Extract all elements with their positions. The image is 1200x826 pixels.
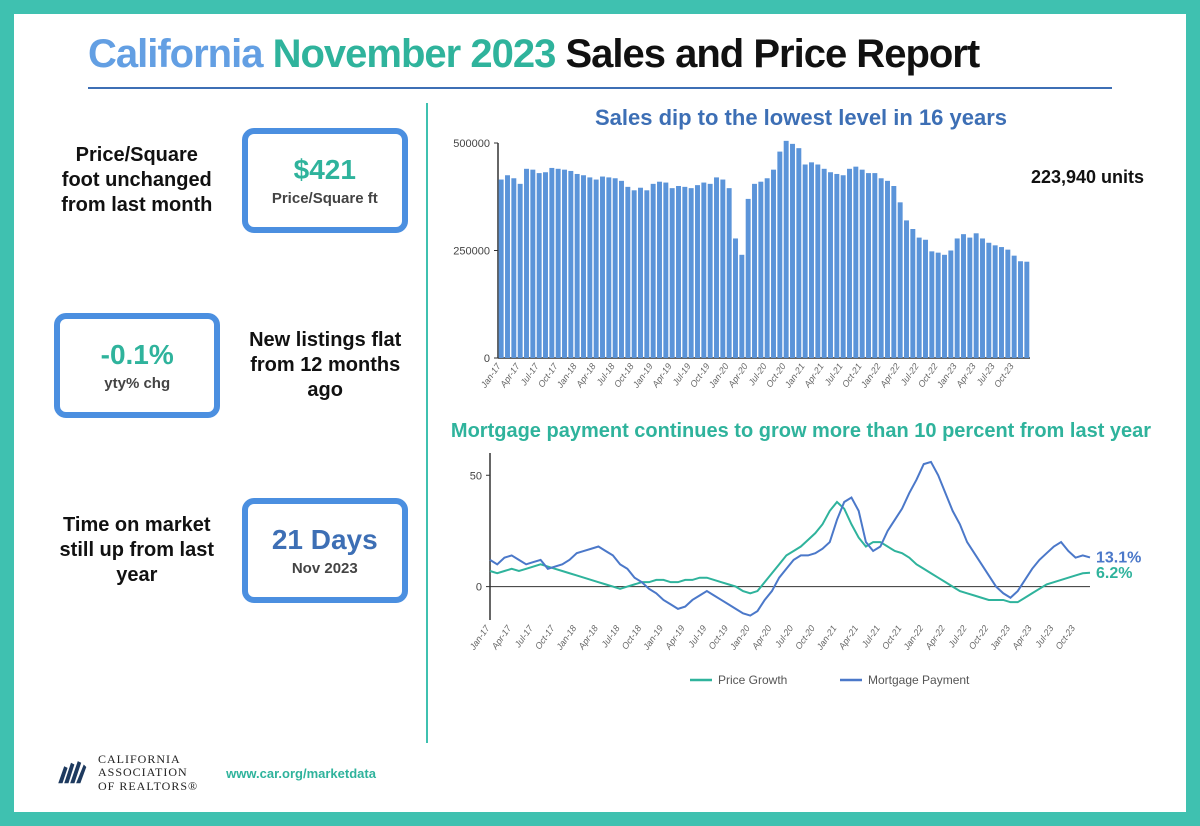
svg-text:Jan-18: Jan-18 (554, 361, 579, 390)
svg-text:Oct-20: Oct-20 (793, 623, 817, 651)
page-title: California November 2023 Sales and Price… (48, 32, 1152, 77)
stat-1-sub: Price/Square ft (258, 190, 392, 207)
svg-text:Oct-22: Oct-22 (967, 623, 991, 651)
stats-column: Price/Square foot unchanged from last mo… (48, 103, 428, 743)
charts-column: Sales dip to the lowest level in 16 year… (428, 103, 1152, 743)
svg-text:Apr-18: Apr-18 (574, 361, 598, 390)
title-part-1: California (88, 32, 262, 76)
svg-text:Oct-23: Oct-23 (1053, 623, 1077, 651)
svg-text:Oct-18: Oct-18 (620, 623, 644, 651)
svg-text:Jan-19: Jan-19 (641, 623, 666, 652)
svg-text:Jan-23: Jan-23 (988, 623, 1013, 652)
org-name: CALIFORNIA ASSOCIATION OF REALTORS® (98, 753, 198, 794)
title-divider (88, 87, 1112, 89)
svg-text:Price Growth: Price Growth (718, 673, 787, 687)
svg-text:Apr-19: Apr-19 (650, 361, 674, 390)
report-frame: California November 2023 Sales and Price… (0, 0, 1200, 826)
svg-text:Jan-20: Jan-20 (727, 623, 752, 652)
title-part-2: November 2023 (273, 32, 556, 76)
svg-text:Jan-19: Jan-19 (630, 361, 655, 390)
svg-text:Jan-22: Jan-22 (858, 361, 883, 390)
stat-3-box: 21 Days Nov 2023 (242, 498, 408, 603)
svg-text:Mortgage Payment: Mortgage Payment (868, 673, 970, 687)
svg-text:Apr-17: Apr-17 (498, 361, 523, 390)
stat-row-2: -0.1% yty% chg New listings flat from 12… (54, 288, 408, 443)
svg-text:Apr-23: Apr-23 (954, 361, 978, 390)
svg-text:0: 0 (476, 582, 482, 594)
svg-text:Jul-19: Jul-19 (686, 623, 709, 650)
svg-text:Apr-18: Apr-18 (576, 623, 600, 652)
svg-text:Apr-17: Apr-17 (489, 623, 514, 652)
svg-text:Apr-21: Apr-21 (836, 623, 860, 652)
footer-url: www.car.org/marketdata (226, 766, 376, 781)
stat-row-3: Time on market still up from last year 2… (54, 473, 408, 628)
stat-2-label: New listings flat from 12 months ago (242, 328, 408, 403)
svg-text:Apr-22: Apr-22 (878, 361, 902, 390)
svg-text:250000: 250000 (453, 246, 490, 258)
svg-text:13.1%: 13.1% (1096, 549, 1141, 566)
svg-text:Jul-20: Jul-20 (772, 623, 795, 650)
svg-text:Oct-23: Oct-23 (992, 361, 1016, 389)
svg-text:Apr-22: Apr-22 (923, 623, 947, 652)
svg-text:223,940 units: 223,940 units (1031, 167, 1144, 187)
svg-text:Jan-17: Jan-17 (478, 361, 503, 391)
org-line-2: ASSOCIATION (98, 766, 198, 780)
car-logo-icon (54, 756, 88, 790)
svg-text:6.2%: 6.2% (1096, 565, 1132, 582)
svg-text:500000: 500000 (453, 138, 490, 150)
svg-text:Jan-17: Jan-17 (467, 623, 492, 653)
svg-text:Apr-21: Apr-21 (802, 361, 826, 390)
svg-text:Oct-19: Oct-19 (707, 623, 731, 651)
line-chart-title: Mortgage payment continues to grow more … (450, 419, 1152, 443)
line-chart-svg: 0506.2%13.1%Jan-17Apr-17Jul-17Oct-17Jan-… (450, 445, 1150, 690)
stat-2-sub: yty% chg (70, 375, 204, 392)
bar-chart: 0250000500000Jan-17Apr-17Jul-17Oct-17Jan… (450, 133, 1152, 413)
svg-text:Jan-21: Jan-21 (782, 361, 807, 390)
svg-text:Jul-23: Jul-23 (1033, 623, 1056, 650)
svg-text:Apr-20: Apr-20 (726, 361, 750, 390)
svg-text:Oct-17: Oct-17 (533, 623, 557, 652)
stat-2-box: -0.1% yty% chg (54, 313, 220, 418)
svg-text:Jul-21: Jul-21 (859, 623, 882, 650)
stat-row-1: Price/Square foot unchanged from last mo… (54, 103, 408, 258)
org-line-1: CALIFORNIA (98, 753, 198, 767)
svg-text:Oct-21: Oct-21 (880, 623, 904, 651)
svg-text:Jan-18: Jan-18 (554, 623, 579, 652)
stat-1-label: Price/Square foot unchanged from last mo… (54, 143, 220, 218)
stat-3-sub: Nov 2023 (258, 560, 392, 577)
bar-chart-svg: 0250000500000Jan-17Apr-17Jul-17Oct-17Jan… (450, 133, 1150, 408)
svg-text:Jan-20: Jan-20 (706, 361, 731, 390)
body: Price/Square foot unchanged from last mo… (48, 103, 1152, 743)
svg-text:Jan-22: Jan-22 (901, 623, 926, 652)
stat-1-value: $421 (258, 154, 392, 186)
title-part-3: Sales and Price Report (565, 32, 979, 76)
stat-3-label: Time on market still up from last year (54, 513, 220, 588)
svg-text:0: 0 (484, 353, 490, 365)
org-logo: CALIFORNIA ASSOCIATION OF REALTORS® (54, 753, 198, 794)
svg-text:Jan-23: Jan-23 (934, 361, 959, 390)
svg-text:50: 50 (470, 470, 482, 482)
svg-text:Apr-19: Apr-19 (663, 623, 687, 652)
bar-chart-title: Sales dip to the lowest level in 16 year… (450, 105, 1152, 131)
org-line-3: OF REALTORS® (98, 780, 198, 794)
svg-text:Jul-22: Jul-22 (946, 623, 969, 650)
stat-1-box: $421 Price/Square ft (242, 128, 408, 233)
svg-text:Jan-21: Jan-21 (814, 623, 839, 652)
line-chart: 0506.2%13.1%Jan-17Apr-17Jul-17Oct-17Jan-… (450, 445, 1152, 695)
svg-text:Apr-20: Apr-20 (749, 623, 773, 652)
footer: CALIFORNIA ASSOCIATION OF REALTORS® www.… (54, 753, 376, 794)
stat-3-value: 21 Days (258, 524, 392, 556)
stat-2-value: -0.1% (70, 339, 204, 371)
svg-text:Apr-23: Apr-23 (1010, 623, 1034, 652)
svg-text:Jul-18: Jul-18 (599, 623, 622, 650)
